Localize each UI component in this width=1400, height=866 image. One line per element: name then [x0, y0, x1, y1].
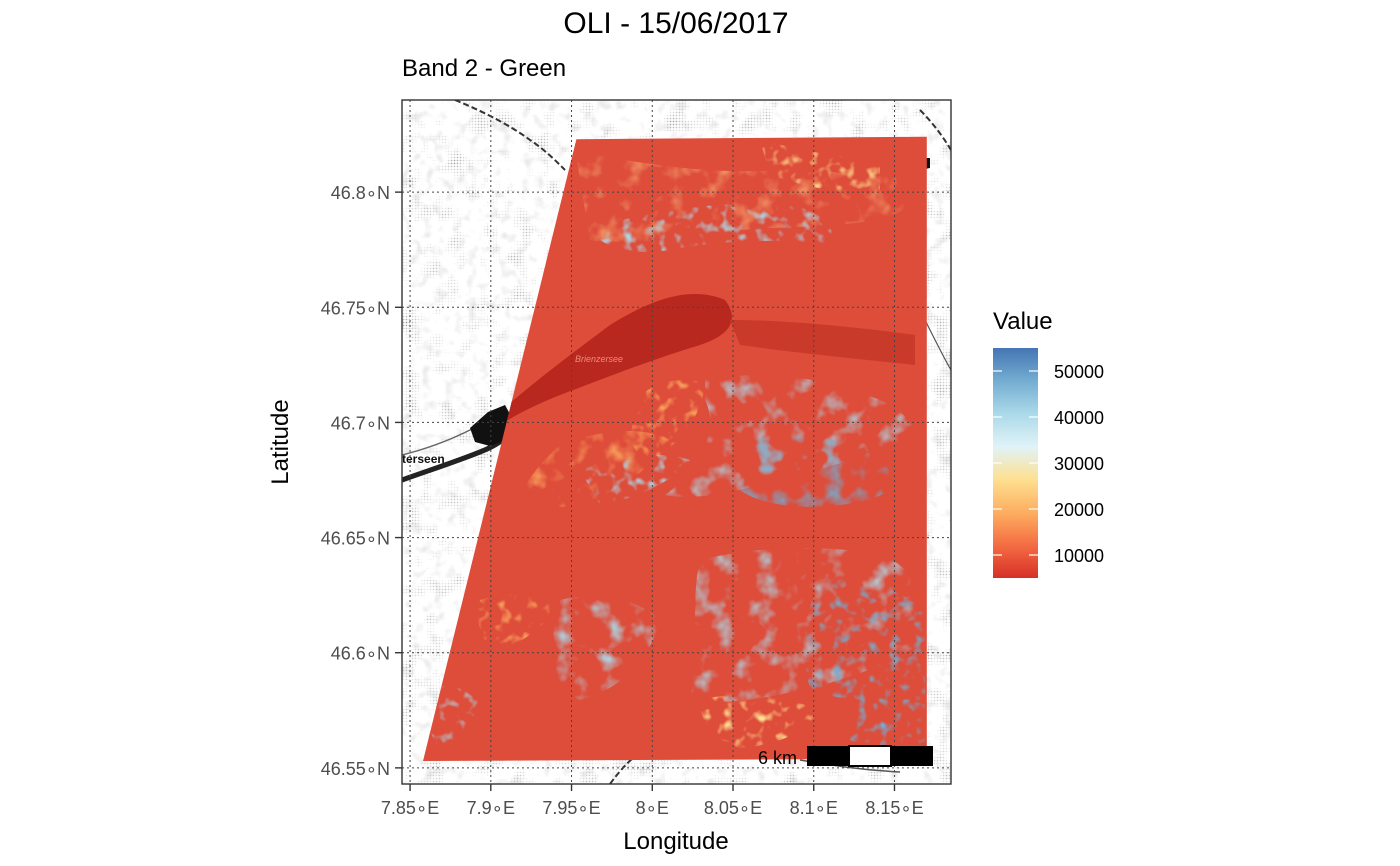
legend-label-1: 20000: [1054, 500, 1104, 520]
x-tick-label-0: 7.85∘E: [381, 798, 439, 818]
y-tick-label-4: 46.75∘N: [321, 298, 390, 318]
map-label-brienzersee: Brienzersee: [575, 354, 623, 364]
legend-label-2: 30000: [1054, 454, 1104, 474]
y-tick-label-0: 46.55∘N: [321, 759, 390, 779]
scale-bar-segment-2: [848, 745, 892, 767]
scale-bar: 6 km: [758, 745, 933, 768]
x-axis: 7.85∘E 7.9∘E 7.95∘E 8∘E 8.05∘E 8.1∘E 8.15∘E: [381, 784, 924, 818]
legend-title: Value: [993, 308, 1053, 335]
raster-lake: [500, 294, 732, 425]
legend-label-0: 10000: [1054, 546, 1104, 566]
x-tick-label-2: 7.95∘E: [542, 798, 600, 818]
map-panel: terseen: [402, 100, 951, 784]
y-tick-label-2: 46.65∘N: [321, 529, 390, 549]
x-tick-label-1: 7.9∘E: [467, 798, 515, 818]
raster-features: [428, 140, 925, 751]
x-tick-label-3: 8∘E: [636, 798, 669, 818]
scale-bar-label: 6 km: [758, 748, 797, 768]
panel-border: [401, 99, 952, 785]
legend-label-4: 50000: [1054, 362, 1104, 382]
y-axis-title: Latitude: [267, 399, 294, 484]
graticule: [402, 100, 951, 784]
chart-title: OLI - 15/06/2017: [563, 7, 788, 40]
scale-bar-segment-3: [891, 746, 933, 766]
y-tick-label-5: 46.8∘N: [331, 183, 390, 203]
y-tick-label-3: 46.7∘N: [331, 413, 390, 433]
chart-subtitle: Band 2 - Green: [402, 55, 566, 82]
legend-ticks: 10000 20000 30000 40000 50000: [993, 362, 1104, 566]
x-tick-label-4: 8.05∘E: [704, 798, 762, 818]
y-axis: 46.55∘N 46.6∘N 46.65∘N 46.7∘N 46.75∘N 46.8∘N: [321, 183, 402, 779]
x-tick-label-6: 8.15∘E: [865, 798, 923, 818]
x-axis-title: Longitude: [623, 828, 728, 855]
legend: Value 10000 20000 30000 40000 50000: [993, 308, 1104, 578]
raster-layer: [423, 136, 927, 762]
y-tick-label-1: 46.6∘N: [331, 644, 390, 664]
x-tick-label-5: 8.1∘E: [790, 798, 838, 818]
scale-bar-segment-1: [807, 746, 849, 766]
legend-label-3: 40000: [1054, 408, 1104, 428]
map-label-terseen: terseen: [402, 452, 445, 466]
